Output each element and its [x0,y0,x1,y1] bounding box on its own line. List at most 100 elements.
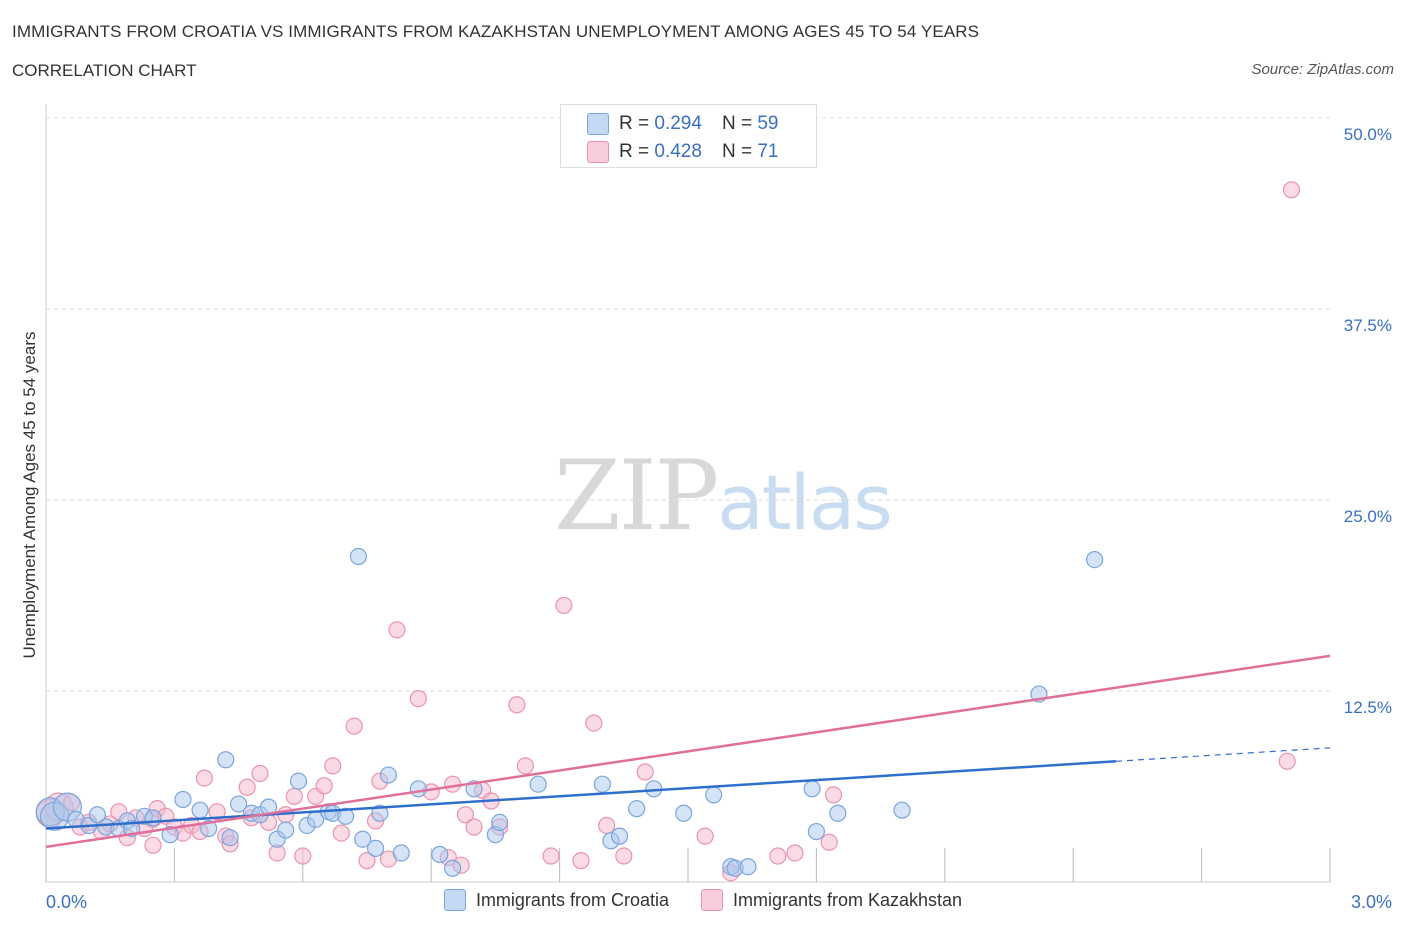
croatia-point [289,772,308,790]
croatia-point [354,830,372,848]
croatia-point [371,804,389,822]
x-tick-label: 0.0% [46,892,87,912]
kazakhstan-point [332,824,350,842]
y-tick-label: 25.0% [1344,507,1392,526]
legend-item-croatia[interactable]: Immigrants from Croatia [443,889,669,911]
kazakhstan-point [636,763,654,781]
kazakhstan-point [238,778,256,796]
axes [45,104,1331,883]
croatia-point [431,845,449,864]
croatia-point [893,801,911,819]
croatia-point [829,804,847,822]
kazakhstan-point [195,769,213,787]
kazakhstan-point [786,844,804,862]
kazakhstan-point [208,803,226,821]
kazakhstan-point [585,714,603,732]
trend-lines [45,654,1331,849]
source-label: Source: ZipAtlas.com [1251,61,1394,78]
croatia-trend-line [45,760,1117,830]
kazakhstan-point [820,833,838,851]
croatia-point [803,780,821,798]
stats-row-kazakhstan: R = 0.428 N = 71 [587,139,778,165]
legend-croatia-label: Immigrants from Croatia [475,889,669,910]
legend: Immigrants from Croatia Immigrants from … [0,889,1406,911]
croatia-point [705,786,723,804]
kazakhstan-point [294,847,312,865]
stats-row-croatia: R = 0.294 N = 59 [587,111,778,137]
kazakhstan-points [35,181,1301,882]
kazakhstan-point [444,775,462,793]
croatia-point [277,821,295,839]
x-tick-label: 3.0% [1351,892,1392,912]
croatia-n-value: 59 [757,113,779,134]
watermark: ZIPatlas [554,440,893,552]
kazakhstan-r-label: R = [619,141,650,162]
legend-item-kazakhstan[interactable]: Immigrants from Kazakhstan [700,889,963,911]
kazakhstan-point [465,818,483,836]
kazakhstan-point [696,827,714,845]
chart-subtitle: CORRELATION CHART [12,61,197,80]
croatia-point [221,829,239,847]
croatia-point [392,844,410,862]
croatia-point [191,801,209,819]
stats-box: R = 0.294 N = 59 R = 0.428 N = 71 [560,104,817,168]
kazakhstan-trend-line [45,654,1331,849]
croatia-point [1085,550,1104,569]
y-tick-label: 50.0% [1344,125,1392,144]
chart-title: IMMIGRANTS FROM CROATIA VS IMMIGRANTS FR… [12,22,980,41]
croatia-point [174,790,192,809]
kazakhstan-point [615,847,633,865]
tick-labels: 12.5% 25.0% 37.5% 50.0% 0.0% 3.0% [46,125,1392,912]
croatia-swatch [587,113,609,135]
kazakhstan-point [824,786,843,804]
grid-lines [46,117,1330,692]
croatia-point [529,775,547,793]
croatia-point [349,547,368,566]
kazakhstan-point [572,852,590,870]
croatia-r-value: 0.294 [654,113,702,134]
legend-croatia-swatch [443,889,466,911]
croatia-point [491,813,509,832]
croatia-point [217,751,235,769]
kazakhstan-point [345,717,363,735]
croatia-point [739,858,757,876]
kazakhstan-point [769,847,787,865]
kazakhstan-point [508,696,526,714]
kazakhstan-point [315,777,333,795]
croatia-point [88,806,106,824]
croatia-point [444,859,462,877]
watermark-atlas: atlas [717,458,893,547]
croatia-r-label: R = [619,113,650,134]
y-axis-label: Unemployment Among Ages 45 to 54 years [20,331,39,659]
legend-kazakhstan-swatch [700,889,723,911]
kazakhstan-n-label: N = [721,141,753,162]
kazakhstan-point [516,757,534,775]
croatia-point [379,766,397,784]
kazakhstan-r-value: 0.428 [654,141,702,162]
croatia-point [337,807,355,825]
kazakhstan-swatch [587,141,609,163]
kazakhstan-point [251,764,269,783]
croatia-point [628,800,646,818]
croatia-point [610,827,629,845]
watermark-zip: ZIP [554,440,719,552]
kazakhstan-n-value: 71 [757,141,779,162]
croatia-point [161,826,179,844]
kazakhstan-point [358,852,376,870]
croatia-point [593,775,612,793]
croatia-point [675,804,693,822]
y-tick-label: 37.5% [1344,316,1392,335]
kazakhstan-point [1282,181,1301,199]
croatia-point [807,822,826,841]
kazakhstan-point [285,787,303,806]
croatia-point [230,795,248,813]
kazakhstan-point [324,757,342,775]
kazakhstan-point [542,847,560,865]
croatia-point [366,839,385,857]
croatia-point [409,780,427,798]
legend-kazakhstan-label: Immigrants from Kazakhstan [732,889,963,910]
kazakhstan-point [598,816,616,835]
kazakhstan-point [388,621,406,639]
kazakhstan-point [144,836,162,854]
